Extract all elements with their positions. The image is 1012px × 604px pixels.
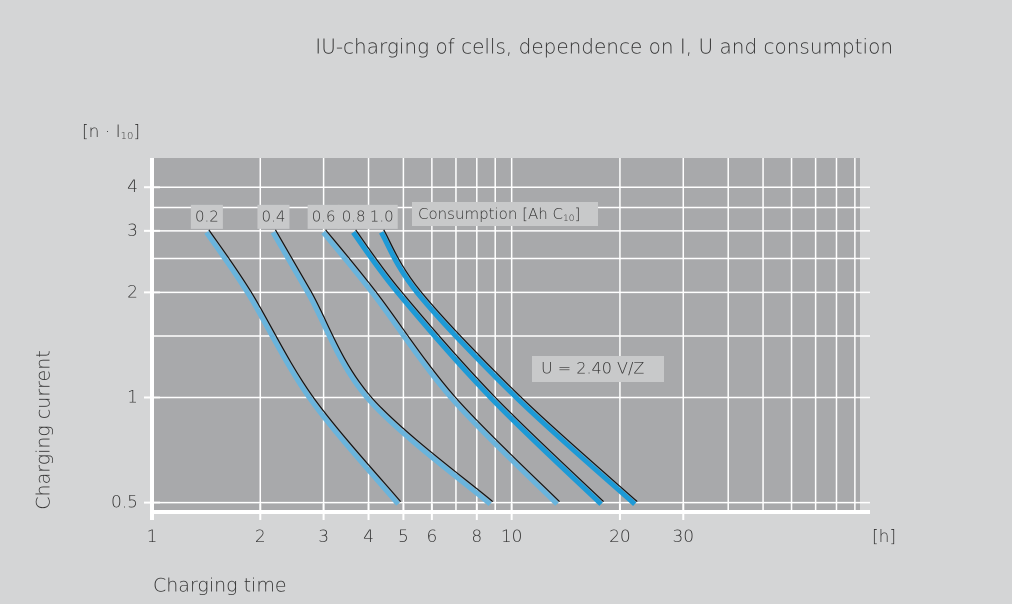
y-tick-label: 4	[127, 177, 138, 197]
x-axis-label: Charging time	[153, 575, 287, 597]
chart-title: IU-charging of cells, dependence on I, U…	[315, 35, 893, 59]
series-label-box	[190, 204, 223, 229]
curve	[270, 231, 492, 507]
curve-outline	[274, 229, 494, 503]
curve	[204, 230, 401, 506]
series-label: 0.4	[262, 207, 286, 225]
y-tick-label: 2	[127, 282, 138, 302]
curve-outline	[325, 229, 560, 503]
legend-title-post: ]	[574, 205, 580, 223]
series-label: 0.8	[342, 207, 366, 225]
series-label-box	[307, 204, 340, 229]
curves	[204, 229, 638, 507]
curve	[351, 230, 603, 506]
annotation: U = 2.40 V/Z	[541, 359, 644, 378]
y-unit-pre: [n · I	[82, 122, 121, 142]
y-tick-label: 3	[127, 221, 138, 241]
y-tick-label: 1	[127, 387, 138, 407]
x-tick-label: 6	[426, 527, 437, 547]
x-tick-label: 30	[672, 527, 694, 547]
x-unit: [h]	[872, 527, 896, 547]
curve	[379, 231, 637, 506]
y-tick-label: 0.5	[111, 493, 138, 513]
legend-title-box	[412, 202, 598, 226]
curve-outline	[355, 229, 605, 503]
curve	[321, 230, 559, 506]
y-unit-post: ]	[133, 122, 140, 142]
legend-title-sub: 10	[563, 214, 574, 224]
x-tick-label: 10	[501, 527, 523, 547]
x-tick-label: 3	[318, 527, 329, 547]
series-label-box	[257, 204, 290, 229]
x-tick-label: 20	[609, 527, 631, 547]
y-axis-label: Charging current	[33, 350, 55, 509]
curve-outline	[208, 229, 402, 502]
series-label-box	[365, 204, 398, 229]
series-label-box	[337, 204, 370, 229]
series-label: 1.0	[370, 207, 394, 225]
x-tick-label: 5	[398, 527, 409, 547]
x-tick-label: 1	[147, 527, 158, 547]
y-unit-sub: 10	[121, 131, 134, 142]
x-tick-label: 8	[471, 527, 482, 547]
x-tick-label: 2	[255, 527, 266, 547]
legend-title: Consumption [Ah C10]	[418, 205, 580, 224]
series-label: 0.6	[312, 207, 336, 225]
y-unit: [n · I10]	[82, 122, 140, 142]
series-label: 0.2	[195, 207, 219, 225]
x-tick-label: 4	[363, 527, 374, 547]
curve-outline	[383, 229, 638, 503]
legend-title-pre: Consumption [Ah C	[418, 205, 563, 223]
annotation-box	[532, 356, 664, 382]
